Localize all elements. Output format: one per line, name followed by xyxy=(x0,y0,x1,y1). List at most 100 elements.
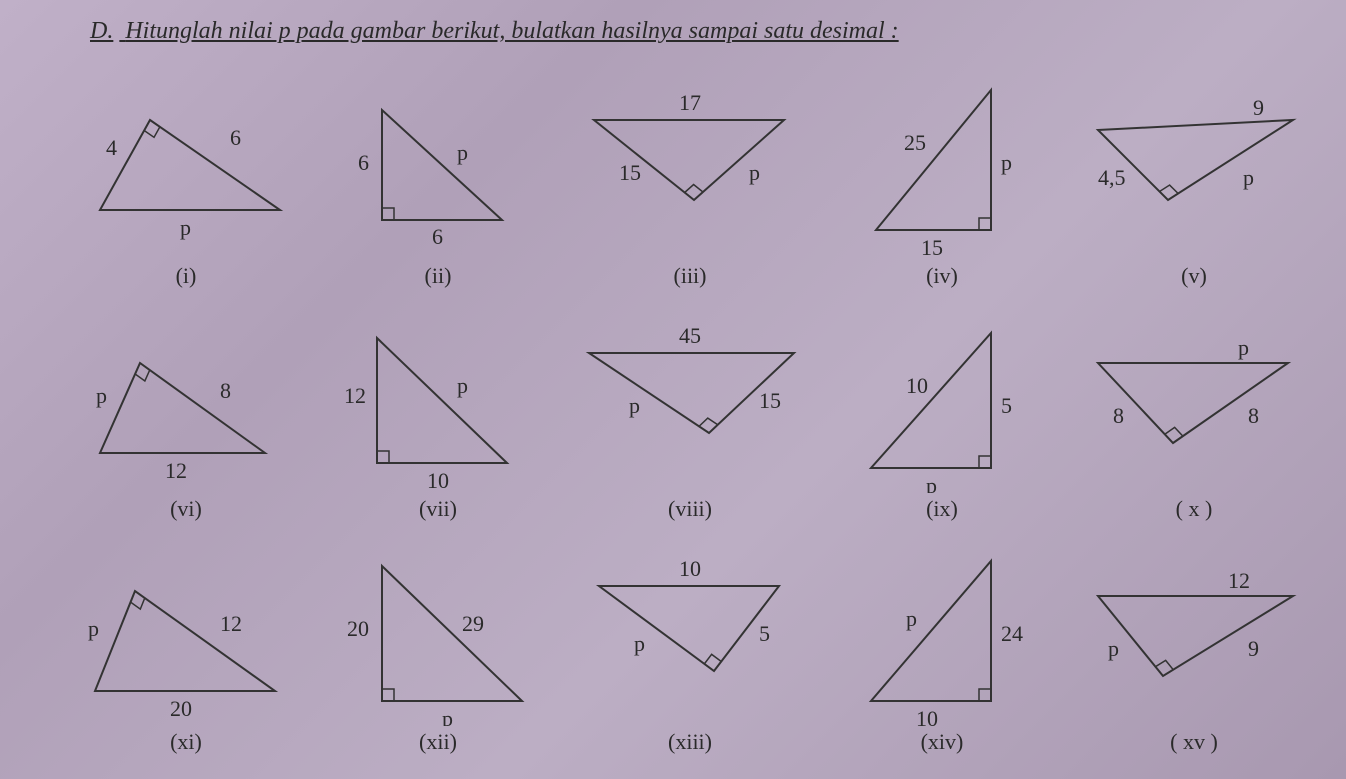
side-label: 29 xyxy=(462,611,484,636)
side-label: 24 xyxy=(1001,621,1023,646)
side-label: 10 xyxy=(427,468,449,493)
triangle-caption: ( xv ) xyxy=(1068,729,1320,755)
side-label: 9 xyxy=(1253,95,1264,120)
side-label: 12 xyxy=(1228,568,1250,593)
right-angle-icon xyxy=(685,185,703,200)
side-label: 10 xyxy=(906,373,928,398)
triangle-outline xyxy=(377,338,507,463)
triangle-caption: (vii) xyxy=(312,496,564,522)
side-label: 4 xyxy=(106,135,117,160)
question-header: D. Hitunglah nilai p pada gambar berikut… xyxy=(90,18,899,45)
right-angle-icon xyxy=(131,591,145,609)
triangle-iii: 17 15 p (iii) xyxy=(564,60,816,293)
side-label: p xyxy=(629,393,640,418)
right-angle-icon xyxy=(699,418,718,433)
side-label: 45 xyxy=(679,323,701,348)
triangle-xv: 12 p 9 ( xv ) xyxy=(1068,526,1320,759)
side-label: 8 xyxy=(220,378,231,403)
side-label: 5 xyxy=(759,621,770,646)
triangle-viii: 45 p 15 (viii) xyxy=(564,293,816,526)
question-letter: D. xyxy=(90,18,113,44)
side-label: p xyxy=(457,140,468,165)
side-label: p xyxy=(1001,150,1012,175)
triangle-caption: (xii) xyxy=(312,729,564,755)
triangle-outline xyxy=(871,561,991,701)
triangle-caption: ( x ) xyxy=(1068,496,1320,522)
right-angle-icon xyxy=(1160,185,1179,200)
right-angle-icon xyxy=(979,218,991,230)
triangle-caption: (i) xyxy=(60,263,312,289)
side-label: 20 xyxy=(170,696,192,721)
side-label: 8 xyxy=(1248,403,1259,428)
side-label: p xyxy=(442,706,453,726)
triangle-outline xyxy=(95,591,275,691)
triangle-x: p 8 8 ( x ) xyxy=(1068,293,1320,526)
side-label: 10 xyxy=(916,706,938,726)
right-angle-icon xyxy=(979,456,991,468)
side-label: 15 xyxy=(921,235,943,260)
side-label: 15 xyxy=(759,388,781,413)
right-angle-icon xyxy=(1165,427,1183,443)
right-angle-icon xyxy=(382,208,394,220)
triangle-ii: 6 p 6 (ii) xyxy=(312,60,564,293)
side-label: 12 xyxy=(165,458,187,483)
triangle-outline xyxy=(1098,363,1288,443)
triangle-outline xyxy=(1098,120,1293,200)
side-label: 6 xyxy=(432,224,443,249)
side-label: 25 xyxy=(904,130,926,155)
side-label: 4,5 xyxy=(1098,165,1126,190)
triangle-outline xyxy=(599,586,779,671)
side-label: 12 xyxy=(344,383,366,408)
triangle-v: 94,5p(v) xyxy=(1068,60,1320,293)
triangle-outline xyxy=(871,333,991,468)
triangle-outline xyxy=(382,566,522,701)
triangle-xi: p 12 20 (xi) xyxy=(60,526,312,759)
side-label: p xyxy=(906,606,917,631)
side-label: p xyxy=(457,373,468,398)
triangle-caption: (viii) xyxy=(564,496,816,522)
right-angle-icon xyxy=(382,689,394,701)
question-text: Hitunglah nilai p pada gambar berikut, b… xyxy=(125,18,898,44)
right-angle-icon xyxy=(704,654,721,671)
side-label: p xyxy=(634,631,645,656)
triangle-caption: (ix) xyxy=(816,496,1068,522)
triangle-outline xyxy=(100,363,265,453)
side-label: p xyxy=(1108,636,1119,661)
triangle-caption: (iii) xyxy=(564,263,816,289)
triangle-i: 4 6 p (i) xyxy=(60,60,312,293)
right-angle-icon xyxy=(1155,660,1173,676)
side-label: p xyxy=(88,616,99,641)
triangle-iv: 25 p 15 (iv) xyxy=(816,60,1068,293)
triangle-outline xyxy=(876,90,991,230)
side-label: 20 xyxy=(347,616,369,641)
right-angle-icon xyxy=(979,689,991,701)
triangle-vii: 12 p 10 (vii) xyxy=(312,293,564,526)
side-label: p xyxy=(96,383,107,408)
triangle-caption: (xiv) xyxy=(816,729,1068,755)
triangle-outline xyxy=(382,110,502,220)
triangle-xiv: p 24 10 (xiv) xyxy=(816,526,1068,759)
right-angle-icon xyxy=(377,451,389,463)
triangle-caption: (v) xyxy=(1068,263,1320,289)
triangle-caption: (xi) xyxy=(60,729,312,755)
side-label: 15 xyxy=(619,160,641,185)
triangle-ix: 105p(ix) xyxy=(816,293,1068,526)
side-label: p xyxy=(749,160,760,185)
side-label: p xyxy=(180,215,191,240)
side-label: 9 xyxy=(1248,636,1259,661)
triangle-vi: p 8 12 (vi) xyxy=(60,293,312,526)
triangle-caption: (vi) xyxy=(60,496,312,522)
triangle-xii: 20 29 p (xii) xyxy=(312,526,564,759)
side-label: 12 xyxy=(220,611,242,636)
side-label: 8 xyxy=(1113,403,1124,428)
triangle-outline xyxy=(1098,596,1293,676)
triangle-caption: (iv) xyxy=(816,263,1068,289)
side-label: 6 xyxy=(358,150,369,175)
side-label: 6 xyxy=(230,125,241,150)
side-label: p xyxy=(1238,335,1249,360)
triangle-caption: (xiii) xyxy=(564,729,816,755)
triangle-xiii: 10p5(xiii) xyxy=(564,526,816,759)
triangle-caption: (ii) xyxy=(312,263,564,289)
side-label: p xyxy=(926,473,937,493)
side-label: 17 xyxy=(679,90,701,115)
